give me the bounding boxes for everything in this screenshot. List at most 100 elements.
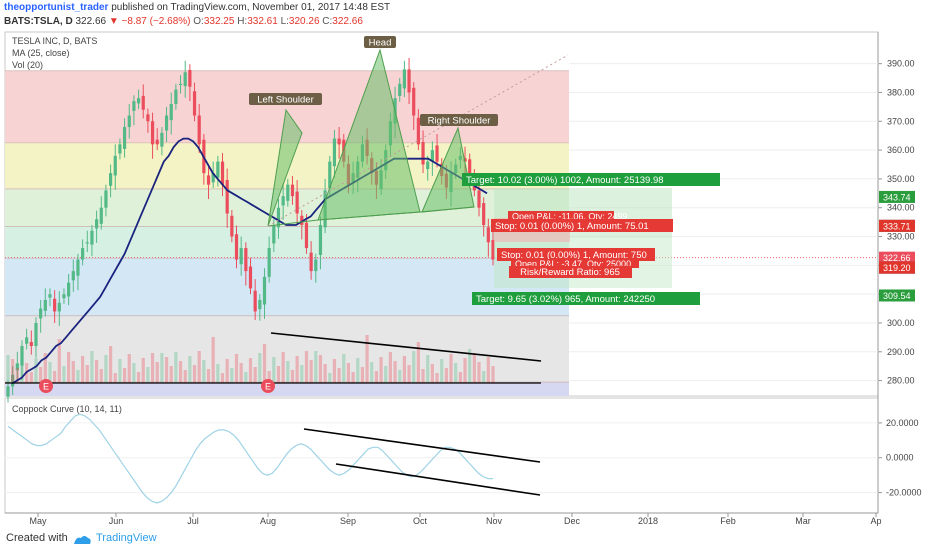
volume-bar bbox=[309, 360, 313, 383]
open-label: O: bbox=[193, 16, 204, 27]
symbol-label: BATS:TSLA, D bbox=[4, 16, 73, 27]
candle-body bbox=[463, 158, 467, 162]
price-tick-label: 370.00 bbox=[887, 116, 915, 126]
candle-body bbox=[230, 215, 234, 237]
volume-bar bbox=[81, 356, 85, 383]
volume-bars bbox=[6, 335, 495, 383]
volume-bar bbox=[62, 366, 66, 383]
volume-bar bbox=[351, 372, 355, 383]
stop-text-2: Stop: 0.01 (0.00%) 1, Amount: 750 bbox=[501, 250, 647, 261]
candle-body bbox=[286, 184, 290, 201]
candle-body bbox=[81, 248, 85, 260]
volume-bar bbox=[295, 356, 299, 383]
coppock-upper-channel bbox=[303, 428, 541, 463]
time-tick-label: Jul bbox=[187, 516, 199, 526]
volume-bar bbox=[146, 367, 150, 383]
chart-canvas[interactable]: 280.00290.00300.00310.00320.00330.00340.… bbox=[0, 0, 932, 526]
candle-body bbox=[122, 127, 127, 149]
fib-retracement bbox=[5, 70, 569, 396]
candle-body bbox=[57, 302, 61, 312]
volume-bar bbox=[482, 371, 486, 383]
earnings-marker-text-1: E bbox=[43, 382, 49, 392]
volume-bar bbox=[486, 357, 490, 383]
candle-body bbox=[150, 121, 155, 145]
earnings-marker-text-2: E bbox=[265, 382, 271, 392]
volume-bar bbox=[337, 368, 341, 383]
volume-bar bbox=[440, 359, 444, 383]
volume-bar bbox=[48, 362, 52, 383]
volume-bar bbox=[468, 349, 472, 383]
ma-line bbox=[11, 137, 488, 385]
down-arrow-icon: ▼ bbox=[108, 16, 119, 27]
candle-body bbox=[309, 252, 313, 272]
candle-body bbox=[178, 83, 183, 85]
earnings-marker-2[interactable]: E bbox=[261, 379, 275, 393]
coppock-lower-channel bbox=[335, 463, 541, 496]
price-label-box bbox=[879, 190, 915, 203]
candle-body bbox=[136, 98, 141, 104]
candle-body bbox=[53, 298, 57, 312]
price-label-box bbox=[879, 219, 915, 232]
stop-box-1: Stop: 0.01 (0.00%) 1, Amount: 75.01 bbox=[491, 219, 673, 232]
volume-bar bbox=[225, 359, 229, 383]
price-tick-label: 380.00 bbox=[887, 87, 915, 97]
target-box-1: Target: 10.02 (3.00%) 1002, Amount: 2513… bbox=[462, 173, 720, 186]
candle-body bbox=[468, 159, 472, 174]
coppock-title: Coppock Curve (10, 14, 11) bbox=[12, 404, 122, 414]
candle-body bbox=[262, 276, 267, 305]
position-tool[interactable]: Target: 10.02 (3.00%) 1002, Amount: 2513… bbox=[462, 173, 720, 305]
volume-bar bbox=[384, 366, 388, 383]
coppock-tick-label: 20.0000 bbox=[886, 418, 919, 428]
earnings-marker-1[interactable]: E bbox=[39, 379, 53, 393]
volume-bar bbox=[132, 363, 136, 383]
coppock-line bbox=[7, 413, 493, 504]
candle-body bbox=[43, 299, 47, 311]
volume-bar bbox=[472, 353, 476, 383]
volume-bar bbox=[67, 352, 71, 383]
volume-bar bbox=[20, 354, 24, 383]
volume-bar bbox=[118, 359, 122, 383]
last-price: 322.66 bbox=[75, 16, 107, 27]
volume-bar bbox=[393, 361, 397, 383]
footer-brand[interactable]: TradingView bbox=[96, 532, 157, 544]
time-tick-label: Sep bbox=[340, 516, 356, 526]
moving-average bbox=[11, 137, 488, 385]
candle-body bbox=[216, 161, 220, 178]
volume-bar bbox=[104, 355, 108, 383]
candle-body bbox=[300, 215, 304, 225]
head-shoulders-pattern[interactable] bbox=[267, 48, 569, 227]
volume-bar bbox=[234, 354, 239, 383]
candle-body bbox=[160, 132, 164, 147]
footer-created-text: Created with bbox=[6, 532, 68, 544]
volume-bar bbox=[108, 346, 113, 383]
volume-bar bbox=[407, 365, 411, 383]
price-label-text: 343.74 bbox=[883, 192, 911, 202]
price-label-text: 333.71 bbox=[883, 221, 911, 231]
volume-bar bbox=[412, 351, 416, 383]
volume-bar bbox=[155, 362, 159, 383]
volume-bar bbox=[174, 352, 178, 383]
pattern-label-left: Left Shoulder bbox=[249, 93, 322, 106]
candle-body bbox=[290, 184, 295, 197]
candle-body bbox=[206, 175, 211, 185]
candle-body bbox=[15, 363, 19, 371]
volume-bar bbox=[258, 353, 262, 383]
candle-body bbox=[76, 259, 80, 276]
neckline bbox=[267, 206, 475, 227]
candle-body bbox=[174, 89, 178, 104]
candle-body bbox=[20, 346, 24, 366]
time-tick-label: Ap bbox=[870, 516, 881, 526]
time-tick-label: Oct bbox=[413, 516, 428, 526]
volume-bar bbox=[449, 354, 453, 383]
author-link[interactable]: theopportunist_trader bbox=[4, 2, 109, 13]
volume-bar bbox=[164, 357, 169, 383]
volume-bar bbox=[216, 364, 220, 383]
target-box-2: Target: 9.65 (3.02%) 965, Amount: 242250 bbox=[472, 292, 700, 305]
volume-bar bbox=[113, 373, 117, 383]
target-text-1: Target: 10.02 (3.00%) 1002, Amount: 2513… bbox=[466, 175, 664, 186]
volume-bar bbox=[169, 366, 173, 383]
volume-bar bbox=[95, 360, 99, 383]
candle-body bbox=[276, 207, 281, 228]
price-label-box bbox=[879, 261, 915, 274]
candle-body bbox=[253, 290, 257, 312]
